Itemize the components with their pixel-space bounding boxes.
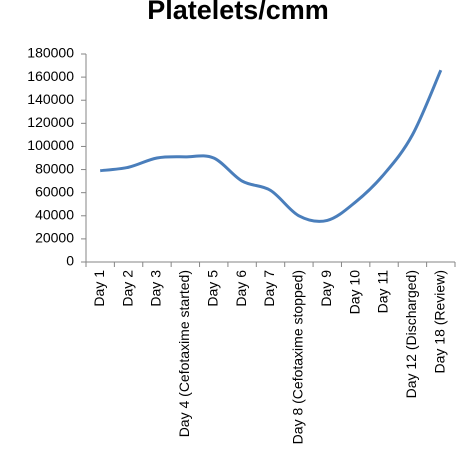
chart-title: Platelets/cmm [147, 0, 329, 25]
x-tick-label: Day 5 [204, 270, 220, 307]
x-tick-label: Day 3 [148, 270, 164, 307]
x-tick-label: Day 10 [346, 270, 362, 315]
y-tick-label: 120000 [27, 114, 74, 130]
x-tick-label: Day 9 [318, 270, 334, 307]
x-tick-label: Day 4 (Cefotaxime started) [176, 270, 192, 437]
x-tick-label: Day 6 [233, 270, 249, 307]
y-tick-label: 40000 [35, 206, 74, 222]
y-tick-label: 100000 [27, 137, 74, 153]
x-tick-label: Day 11 [375, 270, 391, 314]
y-tick-label: 80000 [35, 160, 74, 176]
data-line [100, 69, 443, 223]
y-tick-label: 140000 [27, 91, 74, 107]
y-tick-label: 0 [66, 253, 74, 269]
x-tick-label: Day 1 [91, 270, 107, 307]
y-tick-label: 60000 [35, 183, 74, 199]
y-tick-label: 180000 [27, 45, 74, 61]
x-tick-label: Day 7 [261, 270, 277, 307]
y-tick-label: 160000 [27, 68, 74, 84]
x-tick-label: Day 8 (Cefotaxime stopped) [290, 270, 306, 444]
x-tick-label: Day 18 (Review) [432, 270, 448, 373]
x-tick-label: Day 12 (Discharged) [403, 270, 419, 398]
y-tick-label: 20000 [35, 230, 74, 246]
x-tick-label: Day 2 [119, 270, 135, 307]
